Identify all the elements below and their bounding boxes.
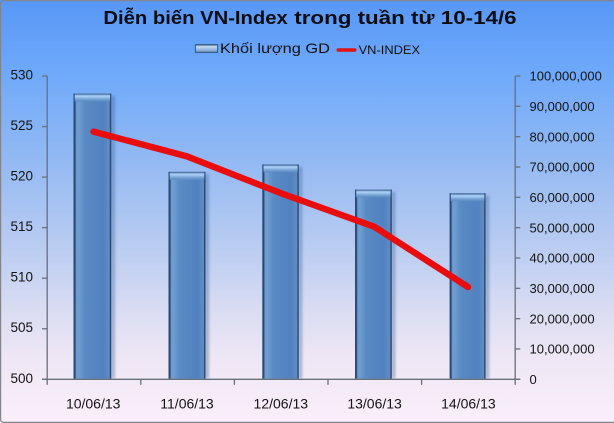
svg-text:510: 510: [10, 270, 33, 285]
svg-text:10,000,000: 10,000,000: [530, 342, 595, 357]
svg-text:515: 515: [10, 219, 33, 234]
svg-text:Diễn biến VN-Index: Diễn biến VN-Index: [103, 7, 287, 28]
svg-text:11/06/13: 11/06/13: [160, 396, 214, 412]
svg-text:525: 525: [10, 118, 33, 133]
svg-text:80,000,000: 80,000,000: [530, 129, 595, 144]
svg-text:12/06/13: 12/06/13: [254, 396, 309, 412]
svg-text:14/06/13: 14/06/13: [441, 396, 496, 412]
svg-text:60,000,000: 60,000,000: [530, 190, 595, 205]
svg-text:VN-INDEX: VN-INDEX: [359, 43, 421, 57]
svg-text:40,000,000: 40,000,000: [530, 251, 595, 266]
svg-text:70,000,000: 70,000,000: [530, 160, 595, 175]
svg-text:520: 520: [10, 169, 33, 184]
svg-text:505: 505: [10, 320, 33, 335]
svg-text:13/06/13: 13/06/13: [347, 396, 402, 412]
svg-text:10/06/13: 10/06/13: [66, 396, 121, 412]
svg-text:530: 530: [10, 68, 33, 83]
svg-text:Khối lượng GD: Khối lượng GD: [220, 40, 330, 56]
svg-text:trong tuần từ 10-14/6: trong tuần từ 10-14/6: [294, 8, 516, 28]
svg-text:500: 500: [10, 371, 33, 386]
svg-text:30,000,000: 30,000,000: [530, 281, 595, 296]
svg-text:50,000,000: 50,000,000: [530, 220, 595, 235]
svg-text:100,000,000: 100,000,000: [530, 69, 602, 84]
svg-text:20,000,000: 20,000,000: [530, 311, 595, 326]
svg-text:90,000,000: 90,000,000: [530, 99, 595, 114]
svg-text:0: 0: [530, 372, 537, 387]
